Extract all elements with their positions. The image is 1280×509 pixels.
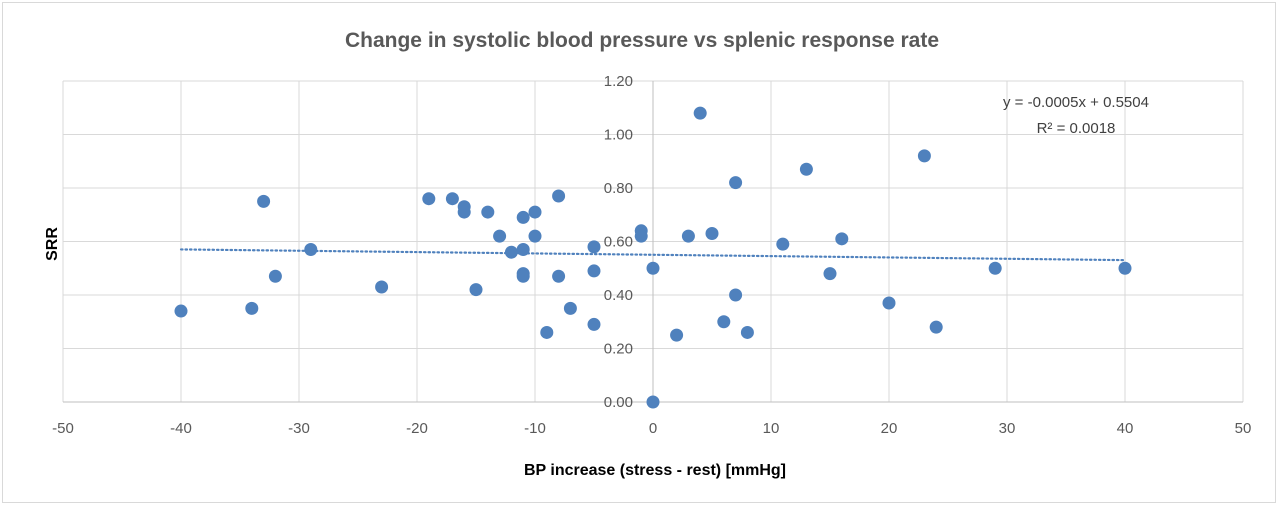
tick-labels: -50 -40 -30 -20 -10 0 10 20 30 40 50 0.00 0.20 0.40 0.… [52,73,1251,437]
data-point [729,288,743,302]
data-points [174,106,1132,409]
data-point [563,301,577,315]
x-tick-label: -20 [406,420,428,437]
data-point [729,176,743,190]
chart-title: Change in systolic blood pressure vs spl… [345,29,939,52]
data-point [516,210,530,224]
chart-frame: Change in systolic blood pressure vs spl… [2,2,1276,503]
data-point [552,189,566,203]
data-point [445,192,459,206]
data-point [646,261,660,275]
data-point [528,205,542,219]
data-point [1118,261,1132,275]
x-tick-label: 20 [881,420,898,437]
data-point [174,304,188,318]
data-point [646,395,660,409]
data-point [835,232,849,246]
y-tick-label: 1.20 [604,73,633,90]
data-point [552,269,566,283]
trendline-equation: y = -0.0005x + 0.5504 [1003,94,1149,111]
scatter-chart: Change in systolic blood pressure vs spl… [44,29,1251,479]
x-tick-label: 30 [999,420,1016,437]
data-point [528,229,542,243]
data-point [457,205,471,219]
data-point [587,317,601,331]
data-point [823,267,837,281]
data-point [705,226,719,240]
trendline [179,248,1127,262]
data-point [504,245,518,259]
data-point [681,229,695,243]
data-point [422,192,436,206]
data-point [717,315,731,329]
data-point [493,229,507,243]
x-tick-label: -10 [524,420,546,437]
y-tick-label: 0.20 [604,341,633,358]
data-point [587,264,601,278]
data-point [268,269,282,283]
data-point [516,243,530,257]
data-point [375,280,389,294]
data-point [776,237,790,251]
data-point [257,194,271,208]
data-point [929,320,943,334]
x-tick-label: 0 [649,420,657,437]
x-tick-label: 10 [763,420,780,437]
data-point [799,162,813,176]
data-point [882,296,896,310]
y-tick-label: 0.60 [604,234,633,251]
data-point [587,240,601,254]
data-point [469,283,483,297]
x-tick-label: -40 [170,420,192,437]
y-tick-label: 0.00 [604,394,633,411]
data-point [304,243,318,257]
data-point [245,301,259,315]
data-point [917,149,931,163]
trendline-r-squared: R² = 0.0018 [1037,120,1116,137]
x-tick-label: 40 [1117,420,1134,437]
y-tick-label: 0.80 [604,180,633,197]
data-point [670,328,684,342]
y-axis-title: SRR [44,227,61,261]
x-tick-label: -30 [288,420,310,437]
gridlines [62,80,1244,403]
x-axis-title: BP increase (stress - rest) [mmHg] [524,462,786,479]
y-tick-label: 1.00 [604,127,633,144]
data-point [693,106,707,120]
x-tick-label: -50 [52,420,74,437]
data-point [540,325,554,339]
data-point [481,205,495,219]
data-point [516,269,530,283]
y-tick-label: 0.40 [604,287,633,304]
data-point [634,229,648,243]
data-point [740,325,754,339]
trendline-layer [179,248,1127,262]
x-tick-label: 50 [1235,420,1252,437]
data-point [988,261,1002,275]
